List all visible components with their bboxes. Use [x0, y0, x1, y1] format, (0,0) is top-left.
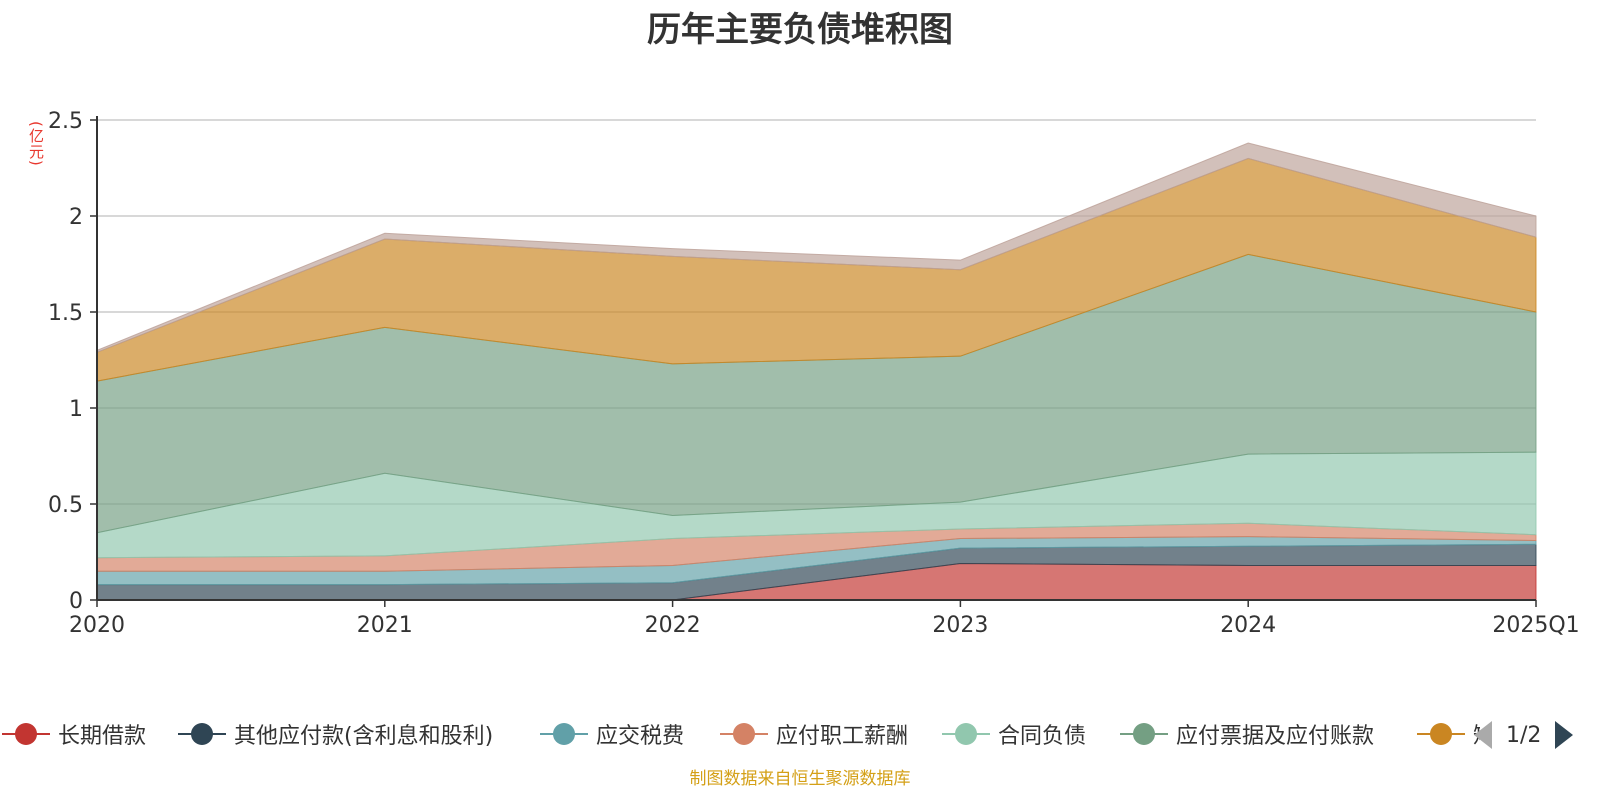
y-tick-label: 2: [69, 205, 83, 230]
legend-pager: 1/2: [1470, 718, 1600, 752]
x-tick-label: 2023: [932, 613, 988, 638]
x-tick-label: 2020: [69, 613, 125, 638]
legend-item[interactable]: 应付职工薪酬: [720, 716, 908, 752]
x-tick-label: 2025Q1: [1492, 613, 1579, 638]
x-tick-label: 2022: [645, 613, 701, 638]
legend-item[interactable]: 应付票据及应付账款: [1120, 716, 1374, 752]
legend-label: 合同负债: [998, 724, 1087, 749]
legend-item[interactable]: 长期借款: [2, 716, 146, 752]
legend-label: 其他应付款(含利息和股利): [234, 724, 494, 749]
source-note: 制图数据来自恒生聚源数据库: [689, 769, 911, 789]
legend-prev-page-icon[interactable]: [1474, 721, 1492, 749]
legend-marker-icon: [178, 716, 226, 752]
legend-marker-icon: [1120, 716, 1168, 752]
y-axis-unit-label: (亿元): [27, 121, 45, 167]
legend-marker-icon: [942, 716, 990, 752]
legend-next-page-icon[interactable]: [1555, 721, 1574, 749]
y-tick-label: 1: [69, 397, 83, 422]
legend-item[interactable]: 其他应付款(含利息和股利): [178, 716, 493, 752]
y-tick-label: 1.5: [48, 301, 83, 326]
chart-title: 历年主要负债堆积图: [647, 10, 953, 50]
legend-marker-icon: [540, 716, 588, 752]
legend-marker-icon: [720, 716, 768, 752]
stacked-area-chart: 0 0.5 1 1.5 2 2.5 2020 2021 2022 2023 2024 2025Q1: [48, 109, 1580, 638]
legend: 长期借款 其他应付款(含利息和股利) 应交税费 应付职工薪酬 合同负债 应付票据及应付账款…: [0, 716, 1480, 752]
legend-item[interactable]: 合同负债: [942, 716, 1086, 752]
legend-item[interactable]: 应交税费: [540, 716, 684, 752]
legend-marker-icon: [1417, 716, 1465, 752]
legend-label: 长期借款: [58, 724, 147, 749]
legend-label: 应付票据及应付账款: [1176, 724, 1375, 749]
legend-label: 应付职工薪酬: [776, 724, 909, 749]
legend-label: 应交税费: [596, 724, 685, 749]
legend-page-indicator: 1/2: [1506, 722, 1542, 748]
y-tick-label: 0: [69, 589, 83, 614]
y-tick-label: 2.5: [48, 109, 83, 134]
x-tick-label: 2021: [357, 613, 413, 638]
y-tick-label: 0.5: [48, 493, 83, 518]
legend-marker-icon: [2, 716, 50, 752]
area-series-其他: [96, 142, 1537, 354]
x-tick-label: 2024: [1220, 613, 1276, 638]
